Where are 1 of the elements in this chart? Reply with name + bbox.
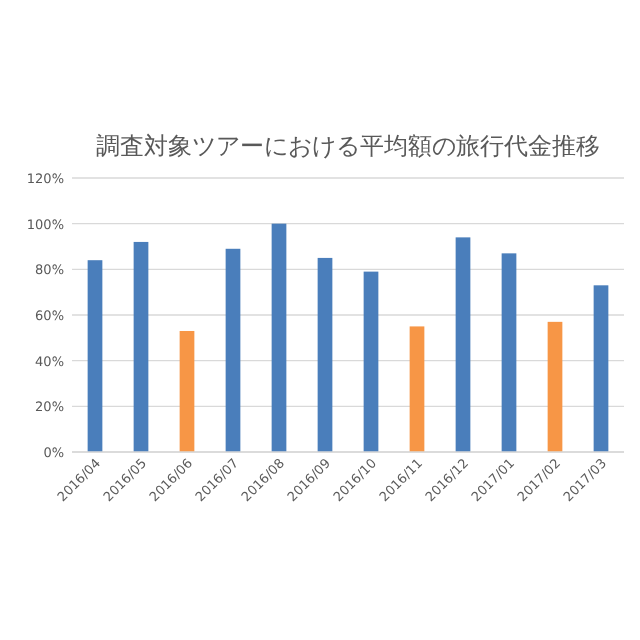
title: 調査対象ツアーにおける平均額の旅行代金推移 (96, 132, 600, 160)
